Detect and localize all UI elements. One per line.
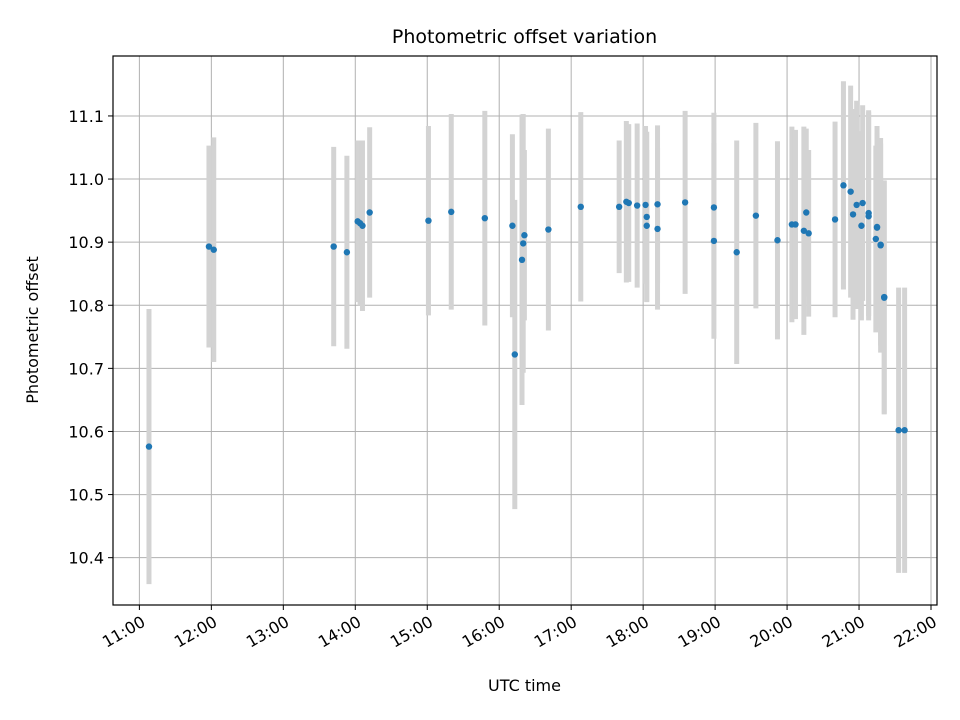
x-axis: 11:00 12:00 13:00 14:00 15:00 16:00 17:00 18:00… <box>99 605 940 652</box>
data-point <box>577 203 584 211</box>
x-tick-label: 16:00 <box>459 612 508 652</box>
x-axis-label: UTC time <box>488 676 561 695</box>
data-point <box>792 221 799 228</box>
data-point <box>633 202 641 209</box>
x-tick-label: 18:00 <box>603 612 652 652</box>
data-point <box>858 222 865 229</box>
data-point <box>881 293 888 301</box>
y-axis-label: Photometric offset <box>23 256 42 404</box>
x-tick-label: 12:00 <box>171 612 220 652</box>
data-point <box>840 182 847 189</box>
y-tick-label: 10.6 <box>68 422 104 441</box>
y-tick-label: 11.1 <box>68 107 104 126</box>
data-point <box>901 427 908 434</box>
data-point <box>710 237 718 245</box>
data-point <box>873 224 881 231</box>
data-point <box>343 249 351 256</box>
data-point <box>865 213 872 220</box>
y-tick-label: 10.8 <box>68 296 104 315</box>
y-tick-label: 10.5 <box>68 486 104 505</box>
data-point <box>800 227 808 234</box>
data-point <box>330 243 337 250</box>
data-point <box>448 208 455 216</box>
data-point <box>847 188 854 195</box>
y-tick-label: 11.0 <box>68 170 104 189</box>
data-point <box>654 201 661 208</box>
x-tick-label: 15:00 <box>387 612 436 652</box>
x-tick-label: 13:00 <box>243 612 292 652</box>
x-tick-label: 22:00 <box>891 612 940 652</box>
data-point <box>481 214 489 222</box>
data-point <box>205 243 213 250</box>
data-point <box>654 225 661 233</box>
error-bars <box>146 81 908 585</box>
data-point <box>511 351 519 358</box>
data-point <box>359 222 366 229</box>
y-tick-label: 10.9 <box>68 233 104 252</box>
data-point <box>877 242 884 249</box>
data-point <box>752 212 760 219</box>
data-point <box>366 209 373 216</box>
y-axis: 10.4 10.5 10.6 10.7 10.8 10.9 11.0 11.1 <box>68 107 113 568</box>
data-point <box>805 230 812 237</box>
data-point <box>733 249 740 256</box>
data-point <box>643 213 650 221</box>
data-point <box>518 256 526 264</box>
x-tick-label: 14:00 <box>315 612 364 652</box>
data-point <box>210 246 217 253</box>
chart-title: Photometric offset variation <box>392 26 657 48</box>
data-point <box>774 237 781 244</box>
x-tick-label: 17:00 <box>531 612 580 652</box>
data-point <box>853 201 860 209</box>
x-tick-label: 20:00 <box>747 612 796 652</box>
data-point <box>681 199 689 206</box>
data-points <box>145 182 908 450</box>
data-point <box>831 216 839 223</box>
data-point <box>509 222 516 229</box>
data-point <box>145 443 153 450</box>
x-tick-label: 11:00 <box>99 612 148 652</box>
data-point <box>643 222 650 229</box>
data-point <box>625 199 632 207</box>
data-point <box>803 209 810 216</box>
y-tick-label: 10.4 <box>68 549 104 568</box>
data-point <box>545 226 552 233</box>
data-point <box>615 203 623 211</box>
y-tick-label: 10.7 <box>68 359 104 378</box>
x-tick-label: 19:00 <box>675 612 724 652</box>
data-point <box>425 217 432 224</box>
data-point <box>849 211 857 218</box>
data-point <box>872 235 880 243</box>
plot-frame <box>112 55 938 606</box>
data-point <box>521 232 528 239</box>
data-point <box>895 427 902 434</box>
x-tick-label: 21:00 <box>819 612 868 652</box>
data-point <box>710 204 718 211</box>
data-point <box>520 240 527 247</box>
data-point <box>859 199 866 207</box>
data-point <box>642 201 649 209</box>
